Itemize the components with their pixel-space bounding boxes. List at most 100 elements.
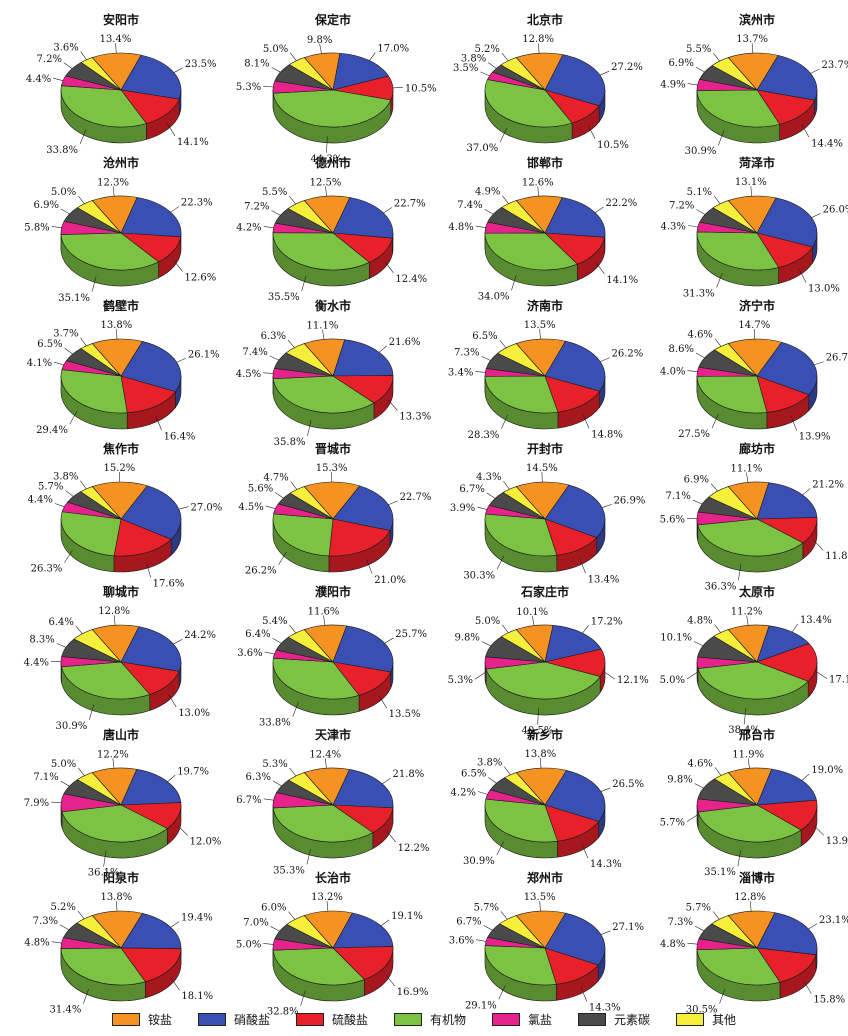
- pie-slice-nitrate: [544, 197, 606, 238]
- pie-slice-nitrate: [120, 626, 182, 672]
- pie-leader-organic: [83, 988, 89, 1004]
- pie-label-chloride: 4.8%: [660, 939, 685, 950]
- pie-label-sulfate: 18.1%: [181, 991, 213, 1002]
- pie-leader-other: [502, 624, 509, 633]
- pie-slice-sulfate: [120, 375, 176, 414]
- pie-label-chloride: 5.8%: [24, 222, 49, 233]
- pie-leader-other: [713, 195, 721, 204]
- pie-24: 邢台市 11.9% 19.0% 13.9% 35.1% 5.7% 9.8% 4.6%: [660, 727, 848, 878]
- pie-label-sulfate: 14.3%: [589, 1003, 621, 1014]
- pie-leader-sulfate: [813, 540, 824, 551]
- pie-slice-organic: [696, 375, 768, 414]
- pie-title: 郑州市: [527, 870, 563, 885]
- pie-6: 德州市 12.5% 22.7% 12.4% 35.5% 4.2% 7.2% 5.5%: [236, 155, 427, 303]
- pie-label-other: 4.6%: [688, 329, 713, 340]
- pie-leader-elemental_carbon: [696, 209, 706, 215]
- pie-label-nitrate: 19.4%: [181, 913, 213, 924]
- pie-title: 焦作市: [102, 441, 139, 456]
- pie-label-sulfate: 21.0%: [374, 575, 406, 586]
- pie-label-nitrate: 17.0%: [377, 44, 409, 55]
- pie-leader-elemental_carbon: [694, 783, 704, 789]
- pie-17: 聊城市 12.8% 24.2% 13.0% 30.9% 4.4% 8.3% 6.4%: [24, 584, 216, 732]
- pie-label-organic: 34.0%: [478, 291, 510, 302]
- pie-slice-sulfate: [756, 643, 818, 682]
- pie-leader-sulfate: [580, 987, 588, 1002]
- pie-11: 济南市 13.5% 26.2% 14.8% 28.3% 3.4% 7.3% 6.5%: [448, 298, 643, 441]
- pie-label-nitrate: 21.2%: [812, 479, 844, 490]
- pie-label-ammonium: 13.2%: [311, 892, 343, 903]
- pie-slice-nitrate: [756, 341, 818, 396]
- pie-slice-organic: [272, 375, 375, 414]
- pie-label-organic: 35.1%: [58, 293, 90, 304]
- pie-5: 沧州市 12.3% 22.3% 12.6% 35.1% 5.8% 6.9% 5.0%: [24, 155, 216, 304]
- pie-label-elemental_carbon: 7.3%: [668, 917, 693, 928]
- pie-23: 新乡市 13.8% 26.5% 14.3% 30.9% 4.2% 6.5%3.8%: [451, 727, 644, 870]
- pie-label-ammonium: 13.8%: [524, 749, 556, 760]
- pie-leader-ammonium: [324, 758, 327, 769]
- pie-leader-chloride: [480, 71, 490, 77]
- pie-label-other: 5.5%: [262, 187, 287, 198]
- pie-slice-sulfate: [544, 232, 605, 265]
- pie-label-elemental_carbon: 8.1%: [244, 58, 269, 69]
- pie-12: 济宁市 14.7% 26.7% 13.9% 27.5% 4.0% 8.6% 4.6%: [660, 298, 848, 443]
- pie-label-chloride: 6.7%: [236, 795, 261, 806]
- pie-leader-nitrate: [594, 206, 604, 213]
- pie-leader-chloride: [263, 85, 274, 88]
- pie-18: 濮阳市 11.6% 25.7% 13.5% 33.8% 3.6% 6.4% 5.4%: [237, 584, 427, 728]
- pie-leader-sulfate: [790, 415, 798, 431]
- pie-label-sulfate: 13.3%: [399, 411, 431, 422]
- pie-leader-ammonium: [112, 186, 115, 197]
- pie-leader-chloride: [264, 651, 275, 655]
- pie-leader-elemental_carbon: [65, 490, 74, 497]
- pie-label-chloride: 3.6%: [237, 648, 262, 659]
- pie-title: 安阳市: [103, 12, 139, 27]
- pie-leader-other: [80, 51, 87, 60]
- pie-slice-ammonium: [91, 338, 144, 377]
- pie-leader-sulfate: [582, 414, 590, 429]
- pie-leader-ammonium: [539, 901, 541, 912]
- pie-slice-sulfate: [328, 518, 391, 557]
- pie-leader-chloride: [263, 226, 274, 229]
- pie-leader-chloride: [687, 942, 698, 945]
- pie-10: 衡水市 11.1% 21.6% 13.3% 35.8% 4.5% 7.4% 6.3%: [236, 298, 431, 448]
- pie-label-ammonium: 10.1%: [516, 607, 548, 618]
- pie-leader-chloride: [265, 505, 276, 509]
- pie-26: 长治市 13.2% 19.1% 16.9% 32.8% 5.0% 7.0% 6.0%: [236, 870, 429, 1018]
- pie-leader-elemental_carbon: [272, 637, 282, 644]
- pie-leader-sulfate: [816, 671, 828, 679]
- pie-leader-other: [75, 625, 83, 634]
- pie-label-organic: 30.9%: [55, 721, 87, 732]
- pie-label-sulfate: 12.2%: [398, 843, 430, 854]
- pie-leader-chloride: [263, 943, 274, 945]
- pie-leader-other: [714, 624, 721, 633]
- pie-label-nitrate: 19.7%: [177, 766, 209, 777]
- pie-leader-ammonium: [112, 758, 115, 769]
- pie-slice-organic: [697, 804, 802, 843]
- pie-label-chloride: 5.6%: [660, 514, 685, 525]
- pie-label-organic: 31.3%: [683, 288, 715, 299]
- pie-leader-other: [288, 911, 296, 920]
- pie-leader-organic: [278, 551, 287, 565]
- pie-label-sulfate: 16.4%: [164, 431, 196, 442]
- pie-slice-other: [708, 486, 758, 520]
- pie-leader-organic: [501, 414, 508, 429]
- pie-slice-ammonium: [91, 481, 148, 520]
- pie-title: 太原市: [739, 584, 775, 599]
- pie-label-organic: 44.3%: [311, 154, 343, 165]
- pie-label-chloride: 4.4%: [26, 74, 51, 85]
- legend-label-nitrate: 硝酸盐: [233, 1012, 270, 1027]
- pie-leader-chloride: [51, 226, 62, 229]
- pie-slice-organic: [484, 79, 573, 128]
- pie-leader-sulfate: [366, 559, 373, 575]
- pie-3: 北京市 12.8% 27.2% 10.5% 37.0% 3.5%3.8%5.2%: [453, 12, 643, 154]
- pie-leader-elemental_carbon: [695, 66, 705, 73]
- pie-label-elemental_carbon: 6.9%: [34, 200, 59, 211]
- pie-leader-other: [77, 910, 85, 920]
- pie-leader-elemental_carbon: [272, 780, 282, 787]
- legend-label-elemental-carbon: 元素碳: [614, 1012, 651, 1027]
- pie-leader-organic: [719, 988, 726, 1004]
- pie-leader-organic: [301, 275, 307, 292]
- pie-label-ammonium: 11.1%: [307, 321, 339, 332]
- pie-label-nitrate: 21.6%: [389, 337, 421, 348]
- pie-leader-nitrate: [383, 207, 393, 214]
